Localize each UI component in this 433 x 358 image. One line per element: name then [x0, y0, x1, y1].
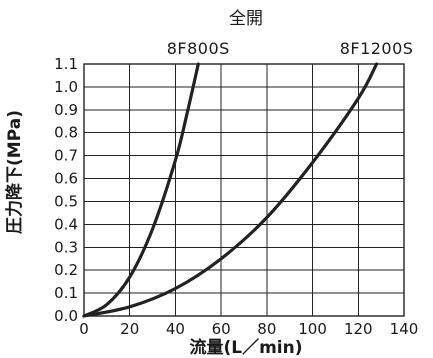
y-tick-label: 0.5: [54, 192, 78, 210]
x-tick-label: 140: [390, 320, 419, 338]
x-tick-labels: 0 20 40 60 80 100 120 140: [79, 320, 418, 338]
y-tick-label: 0.8: [54, 124, 78, 142]
x-tick-label: 120: [344, 320, 373, 338]
y-tick-label: 0.4: [54, 215, 78, 233]
series-labels: 8F800S 8F1200S: [167, 39, 414, 58]
y-tick-label: 0.0: [54, 307, 78, 325]
y-tick-label: 0.6: [54, 170, 78, 188]
y-tick-label: 0.2: [54, 261, 78, 279]
y-tick-label: 0.1: [54, 284, 78, 302]
y-tick-labels: 0.0 0.1 0.2 0.3 0.4 0.5 0.6 0.7 0.8 0.9 1.0 1.1: [54, 55, 78, 325]
y-tick-label: 1.0: [54, 78, 78, 96]
y-tick-label: 0.9: [54, 101, 78, 119]
series-line: [82, 62, 200, 318]
x-tick-label: 60: [212, 320, 231, 338]
x-tick-label: 100: [298, 320, 327, 338]
y-axis-title: 圧力降下(MPa): [4, 110, 25, 234]
y-tick-label: 1.1: [54, 55, 78, 73]
series-label: 8F800S: [167, 39, 230, 58]
y-tick-label: 0.3: [54, 238, 78, 256]
grid: [83, 63, 405, 317]
x-tick-label: 80: [257, 320, 276, 338]
series-line: [82, 62, 379, 318]
x-tick-label: 0: [79, 320, 89, 338]
y-tick-label: 0.7: [54, 147, 78, 165]
series-layer: [82, 62, 379, 318]
x-tick-label: 40: [166, 320, 185, 338]
chart-title: 全開: [229, 9, 263, 29]
x-tick-label: 20: [120, 320, 139, 338]
series-label: 8F1200S: [340, 39, 414, 58]
plot-frame: [83, 63, 405, 317]
x-axis-title: 流量(L／min): [189, 337, 302, 358]
